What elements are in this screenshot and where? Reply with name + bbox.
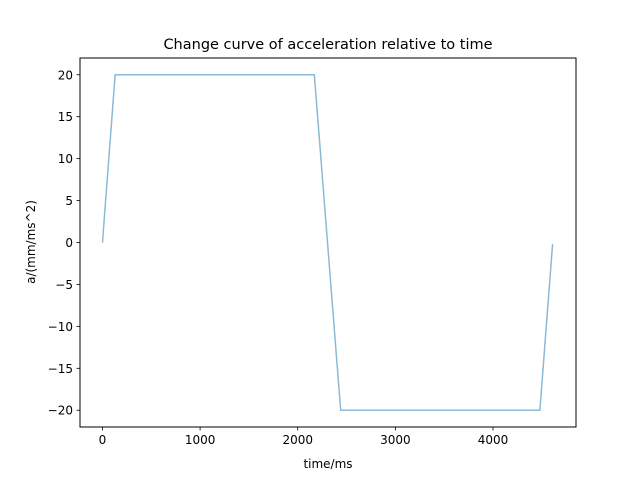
- y-tick-label: −20: [48, 404, 73, 418]
- axis-ticks: 0 1000 2000 3000 4000 −20 −15 −10 −5 0 5 10 15 20: [48, 68, 509, 447]
- y-axis-label: a/(mm/ms^2): [24, 200, 38, 284]
- axes-frame: [79, 57, 577, 428]
- y-tick-label: −10: [48, 320, 73, 334]
- y-tick-label: −15: [48, 362, 73, 376]
- y-tick-label: 10: [58, 152, 73, 166]
- x-tick-label: 2000: [282, 433, 313, 447]
- y-tick-label: 0: [65, 236, 73, 250]
- x-tick-label: 4000: [478, 433, 509, 447]
- series-line-0: [101, 74, 554, 411]
- x-axis-label: time/ms: [303, 457, 352, 471]
- y-tick-label: 20: [58, 68, 73, 82]
- y-tick-label: 15: [58, 110, 73, 124]
- y-tick-label: 5: [65, 194, 73, 208]
- x-tick-label: 1000: [185, 433, 216, 447]
- plot-area: [101, 74, 554, 411]
- x-tick-label: 3000: [380, 433, 411, 447]
- chart-title: Change curve of acceleration relative to…: [163, 37, 492, 53]
- x-tick-label: 0: [99, 433, 107, 447]
- y-tick-label: −5: [55, 278, 73, 292]
